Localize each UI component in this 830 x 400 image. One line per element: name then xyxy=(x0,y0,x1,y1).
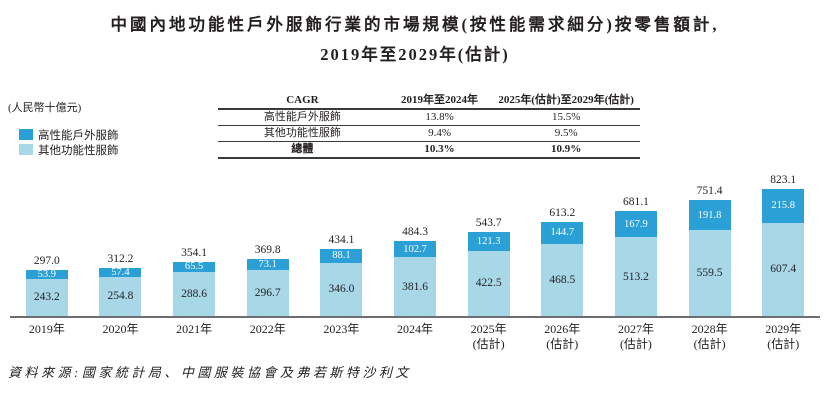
x-axis-label: 2025年 (估計) xyxy=(470,322,507,351)
row-value: 10.3% xyxy=(386,141,493,159)
x-axis-label: 2024年 xyxy=(397,322,434,336)
bar-segment-other-functional: 346.0 xyxy=(320,262,363,316)
chart-title-line1: 中國內地功能性戶外服飾行業的市場規模(按性能需求細分)按零售額計, xyxy=(110,15,720,34)
bar-segment-high-performance: 57.4 xyxy=(99,267,142,278)
cagr-table: CAGR 2019年至2024年 2025年(估計)至2029年(估計) 高性能… xyxy=(218,93,640,159)
stacked-bar: 191.8 559.5 xyxy=(688,200,731,316)
bar-column: 484.3 102.7 381.6 xyxy=(378,226,452,316)
bar-segment-high-performance: 102.7 xyxy=(394,241,437,258)
bar-segment-other-functional: 607.4 xyxy=(762,222,805,316)
bar-column: 613.2 144.7 468.5 xyxy=(525,207,599,316)
bar-segment-other-functional: 468.5 xyxy=(541,243,584,316)
bar-total-label: 434.1 xyxy=(328,234,355,247)
table-row-total: 總體 10.3% 10.9% xyxy=(218,141,640,159)
source-note: 資料來源:國家統計局、中國服裝協會及弗若斯特沙利文 xyxy=(8,365,412,380)
legend: 高性能戶外服飾 其他功能性服飾 xyxy=(19,127,119,157)
stacked-bar: 102.7 381.6 xyxy=(394,241,437,316)
bar-segment-other-functional: 381.6 xyxy=(394,257,437,316)
bar-segment-other-functional: 296.7 xyxy=(246,270,289,316)
x-axis-label: 2029年 (估計) xyxy=(765,322,802,351)
bar-column: 751.4 191.8 559.5 xyxy=(673,185,747,316)
table-row: 高性能戶外服飾 13.8% 15.5% xyxy=(218,109,640,126)
x-axis-label: 2028年 (估計) xyxy=(691,322,728,351)
legend-item-other-functional: 其他功能性服飾 xyxy=(19,142,119,157)
bar-total-label: 297.0 xyxy=(33,255,60,268)
row-value: 10.9% xyxy=(492,141,640,159)
bar-total-label: 613.2 xyxy=(549,206,576,219)
legend-label-other-functional: 其他功能性服飾 xyxy=(38,144,119,157)
bar-column: 354.1 65.5 288.6 xyxy=(157,247,231,316)
bar-total-label: 681.1 xyxy=(623,196,649,209)
x-axis-label: 2026年 (估計) xyxy=(544,322,581,351)
row-value: 9.4% xyxy=(386,125,493,142)
bar-chart: 297.0 53.9 243.2 312.2 57.4 254.8 354.1 65.5 288… xyxy=(10,172,820,318)
bar-segment-high-performance: 65.5 xyxy=(173,261,216,272)
x-axis-label: 2023年 xyxy=(323,322,360,336)
bar-segment-other-functional: 422.5 xyxy=(467,250,510,316)
bar-segment-high-performance: 88.1 xyxy=(320,249,363,263)
bar-segment-high-performance: 73.1 xyxy=(246,259,289,271)
bar-column: 681.1 167.9 513.2 xyxy=(599,196,673,316)
chart-title-line2: 2019年至2029年(估計) xyxy=(320,45,510,64)
x-axis-label: 2021年 xyxy=(176,322,213,336)
stacked-bar: 73.1 296.7 xyxy=(246,259,289,316)
bar-segment-high-performance: 53.9 xyxy=(25,269,68,280)
x-axis-label: 2022年 xyxy=(249,322,286,336)
x-axis-label: 2027年 (估計) xyxy=(617,322,654,351)
x-axis-label: 2020年 xyxy=(102,322,139,336)
row-label: 其他功能性服飾 xyxy=(218,125,387,142)
cagr-header-period2: 2025年(估計)至2029年(估計) xyxy=(492,93,640,110)
legend-item-high-performance: 高性能戶外服飾 xyxy=(19,127,119,142)
bar-column: 297.0 53.9 243.2 xyxy=(10,255,84,316)
row-value: 13.8% xyxy=(386,109,493,126)
stacked-bar: 53.9 243.2 xyxy=(25,269,68,316)
bar-total-label: 823.1 xyxy=(770,174,797,187)
row-label: 總體 xyxy=(218,141,387,159)
bar-total-label: 312.2 xyxy=(107,253,134,266)
stacked-bar: 57.4 254.8 xyxy=(99,267,142,316)
bar-segment-high-performance: 121.3 xyxy=(467,232,510,251)
row-value: 9.5% xyxy=(492,125,640,142)
cagr-header-period1: 2019年至2024年 xyxy=(386,93,493,110)
stacked-bar: 121.3 422.5 xyxy=(467,232,510,316)
bar-segment-high-performance: 167.9 xyxy=(614,211,657,237)
bar-total-label: 751.4 xyxy=(696,185,723,198)
legend-label-high-performance: 高性能戶外服飾 xyxy=(38,129,119,142)
bar-column: 369.8 73.1 296.7 xyxy=(231,244,305,316)
bar-total-label: 484.3 xyxy=(402,226,428,239)
table-row: 其他功能性服飾 9.4% 9.5% xyxy=(218,125,640,142)
x-axis-labels: 2019年 2020年 2021年 2022年 2023年 2024年 2025年 (估計) 2… xyxy=(10,322,820,351)
bar-total-label: 354.1 xyxy=(181,246,208,259)
bar-segment-high-performance: 215.8 xyxy=(762,189,805,223)
cagr-header-label: CAGR xyxy=(218,93,387,110)
bar-column: 823.1 215.8 607.4 xyxy=(746,174,820,316)
stacked-bar: 88.1 346.0 xyxy=(320,249,363,316)
stacked-bar: 144.7 468.5 xyxy=(541,221,584,316)
x-axis-label: 2019年 xyxy=(28,322,65,336)
row-label: 高性能戶外服飾 xyxy=(218,109,387,126)
bar-column: 434.1 88.1 346.0 xyxy=(305,234,379,316)
stacked-bar: 65.5 288.6 xyxy=(173,261,216,316)
bar-segment-other-functional: 559.5 xyxy=(688,229,731,316)
cagr-header-row: CAGR 2019年至2024年 2025年(估計)至2029年(估計) xyxy=(218,93,640,110)
legend-swatch-high-performance-icon xyxy=(19,129,33,140)
stacked-bar: 167.9 513.2 xyxy=(614,211,657,316)
bar-column: 543.7 121.3 422.5 xyxy=(452,217,526,316)
bar-segment-high-performance: 144.7 xyxy=(541,221,584,244)
legend-swatch-other-functional-icon xyxy=(19,144,33,155)
chart-title: 中國內地功能性戶外服飾行業的市場規模(按性能需求細分)按零售額計, 2019年至… xyxy=(0,10,830,70)
bar-total-label: 369.8 xyxy=(254,244,281,257)
row-value: 15.5% xyxy=(492,109,640,126)
unit-label: (人民幣十億元) xyxy=(8,102,82,114)
bar-segment-other-functional: 513.2 xyxy=(614,237,657,316)
bar-column: 312.2 57.4 254.8 xyxy=(84,253,158,316)
bar-segment-high-performance: 191.8 xyxy=(688,200,731,230)
bar-segment-other-functional: 288.6 xyxy=(173,271,216,316)
bar-segment-other-functional: 243.2 xyxy=(25,278,68,316)
bar-segment-other-functional: 254.8 xyxy=(99,276,142,316)
stacked-bar: 215.8 607.4 xyxy=(762,189,805,316)
bar-total-label: 543.7 xyxy=(475,217,502,230)
